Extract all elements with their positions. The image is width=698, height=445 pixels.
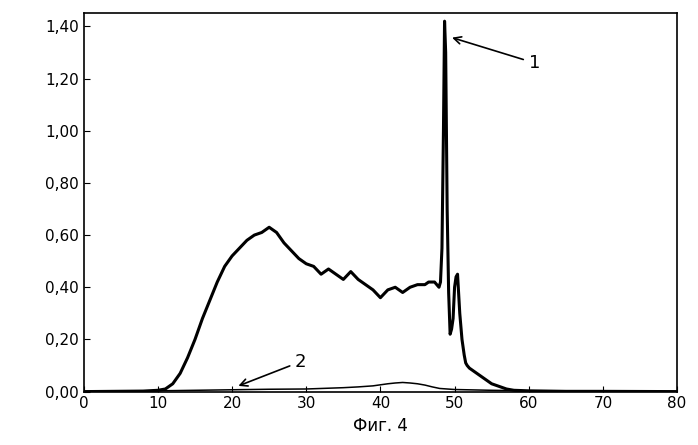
X-axis label: Фиг. 4: Фиг. 4 xyxy=(353,417,408,435)
Text: 2: 2 xyxy=(240,352,306,386)
Text: 1: 1 xyxy=(454,37,540,72)
